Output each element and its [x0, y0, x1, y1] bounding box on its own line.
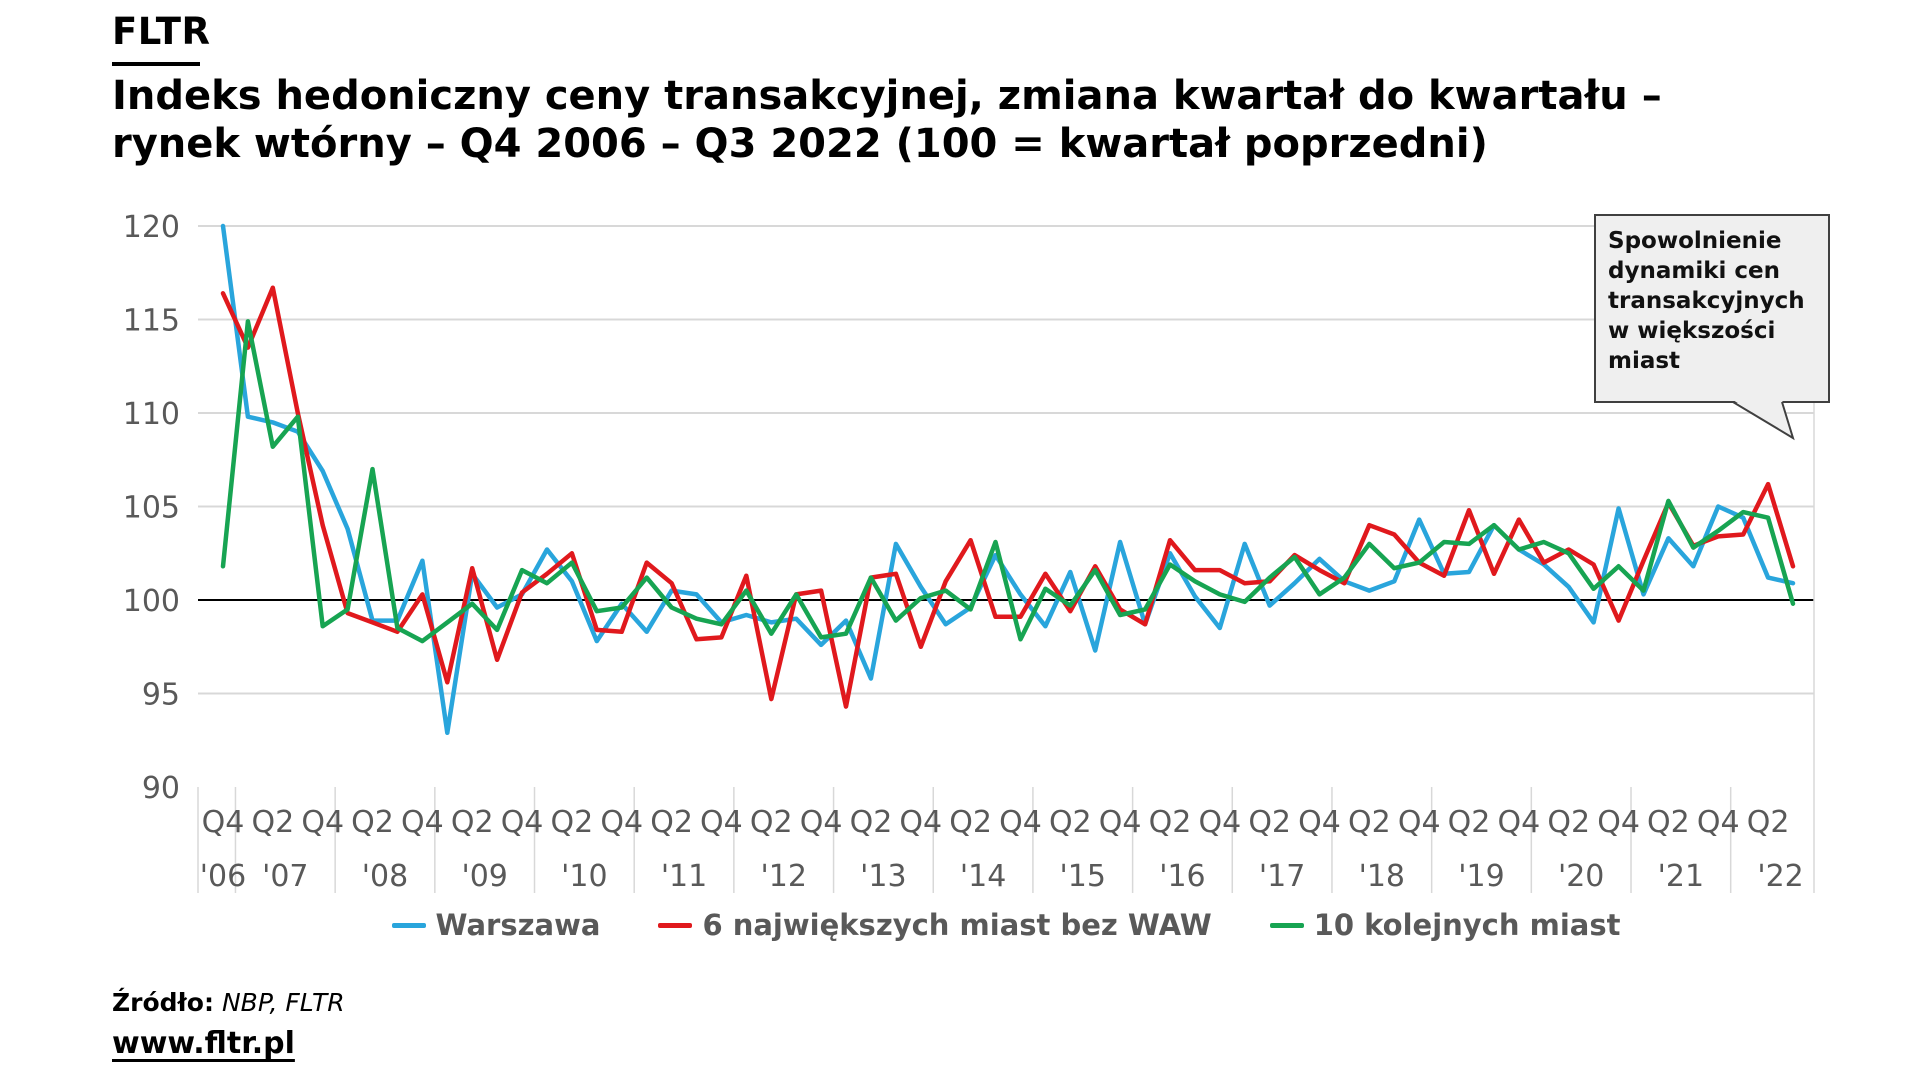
legend-label-6-miast: 6 największych miast bez WAW — [702, 908, 1212, 942]
source-value: NBP, FLTR — [221, 988, 345, 1017]
x-tick-year-10: '10 — [561, 859, 607, 894]
x-tick-quarter-4: Q4 — [301, 805, 344, 840]
x-tick-year-19: '19 — [1458, 859, 1504, 894]
legend-item-warszawa: Warszawa — [391, 908, 601, 942]
x-tick-quarter-50: Q2 — [1448, 805, 1491, 840]
y-tick-label-120: 120 — [123, 210, 180, 245]
brand-logo: FLTR — [112, 10, 211, 53]
x-tick-year-11: '11 — [661, 859, 707, 894]
x-tick-year-21: '21 — [1658, 859, 1704, 894]
x-tick-quarter-44: Q4 — [1298, 805, 1341, 840]
x-tick-quarter-54: Q2 — [1547, 805, 1590, 840]
x-tick-year-06: '06 — [200, 859, 246, 894]
annotation-callout: Spowolnienie dynamiki cen transakcyjnych… — [1594, 214, 1830, 403]
x-tick-quarter-24: Q4 — [800, 805, 843, 840]
x-tick-quarter-42: Q2 — [1248, 805, 1291, 840]
legend-label-10-miast: 10 kolejnych miast — [1313, 908, 1621, 942]
x-tick-year-07: '07 — [262, 859, 308, 894]
y-tick-label-90: 90 — [142, 771, 180, 806]
x-tick-quarter-60: Q4 — [1697, 805, 1740, 840]
x-tick-quarter-20: Q4 — [700, 805, 743, 840]
series-line-10-miast — [220, 319, 1796, 644]
y-tick-label-105: 105 — [123, 491, 180, 526]
x-tick-quarter-6: Q2 — [351, 805, 394, 840]
x-tick-quarter-58: Q2 — [1647, 805, 1690, 840]
x-tick-quarter-10: Q2 — [451, 805, 494, 840]
x-tick-quarter-32: Q4 — [999, 805, 1042, 840]
x-tick-quarter-26: Q2 — [850, 805, 893, 840]
x-tick-year-09: '09 — [461, 859, 507, 894]
x-tick-quarter-62: Q2 — [1747, 805, 1790, 840]
x-tick-year-17: '17 — [1259, 859, 1305, 894]
x-tick-quarter-2: Q2 — [251, 805, 294, 840]
legend-swatch-6-miast — [658, 922, 693, 928]
y-tick-label-100: 100 — [123, 584, 180, 619]
title-line-1: Indeks hedoniczny ceny transakcyjnej, zm… — [112, 73, 1662, 119]
title-line-2: rynek wtórny – Q4 2006 – Q3 2022 (100 = … — [112, 121, 1488, 167]
source-label: Źródło: — [112, 988, 214, 1017]
y-tick-label-115: 115 — [123, 304, 180, 339]
website-link[interactable]: www.fltr.pl — [112, 1026, 295, 1061]
x-tick-year-18: '18 — [1359, 859, 1405, 894]
page-title: Indeks hedoniczny ceny transakcyjnej, zm… — [112, 72, 1812, 168]
x-tick-quarter-36: Q4 — [1099, 805, 1142, 840]
x-tick-quarter-34: Q2 — [1049, 805, 1092, 840]
y-tick-label-110: 110 — [123, 397, 180, 432]
annotation-tail-icon — [1732, 400, 1795, 441]
x-tick-year-22: '22 — [1757, 859, 1803, 894]
x-tick-quarter-38: Q2 — [1149, 805, 1192, 840]
x-tick-quarter-28: Q4 — [899, 805, 942, 840]
x-tick-quarter-14: Q2 — [551, 805, 594, 840]
x-tick-quarter-48: Q4 — [1398, 805, 1441, 840]
y-tick-label-95: 95 — [142, 678, 180, 713]
source-line: Źródło: NBP, FLTR — [112, 988, 345, 1017]
brand-underline — [112, 62, 200, 66]
x-tick-quarter-40: Q4 — [1198, 805, 1241, 840]
x-tick-year-12: '12 — [761, 859, 807, 894]
x-tick-year-13: '13 — [860, 859, 906, 894]
x-tick-quarter-0: Q4 — [202, 805, 245, 840]
x-tick-quarter-8: Q4 — [401, 805, 444, 840]
x-tick-year-08: '08 — [362, 859, 408, 894]
x-tick-quarter-18: Q2 — [650, 805, 693, 840]
x-tick-year-14: '14 — [960, 859, 1006, 894]
legend-swatch-warszawa — [391, 922, 426, 928]
x-tick-quarter-52: Q4 — [1498, 805, 1541, 840]
legend-item-6-miast: 6 największych miast bez WAW — [658, 908, 1212, 942]
chart-legend: Warszawa 6 największych miast bez WAW 10… — [198, 908, 1814, 942]
annotation-text: Spowolnienie dynamiki cen transakcyjnych… — [1608, 228, 1805, 374]
x-tick-quarter-30: Q2 — [949, 805, 992, 840]
x-tick-quarter-16: Q4 — [600, 805, 643, 840]
legend-label-warszawa: Warszawa — [435, 908, 601, 942]
series-line-warszawa — [220, 223, 1796, 736]
legend-swatch-10-miast — [1269, 922, 1304, 928]
x-tick-quarter-46: Q2 — [1348, 805, 1391, 840]
x-tick-year-20: '20 — [1558, 859, 1604, 894]
series-line-6-miast — [220, 285, 1796, 709]
legend-item-10-miast: 10 kolejnych miast — [1269, 908, 1621, 942]
x-tick-quarter-12: Q4 — [501, 805, 544, 840]
x-tick-year-15: '15 — [1060, 859, 1106, 894]
x-tick-quarter-22: Q2 — [750, 805, 793, 840]
x-tick-year-16: '16 — [1159, 859, 1205, 894]
x-tick-quarter-56: Q4 — [1597, 805, 1640, 840]
